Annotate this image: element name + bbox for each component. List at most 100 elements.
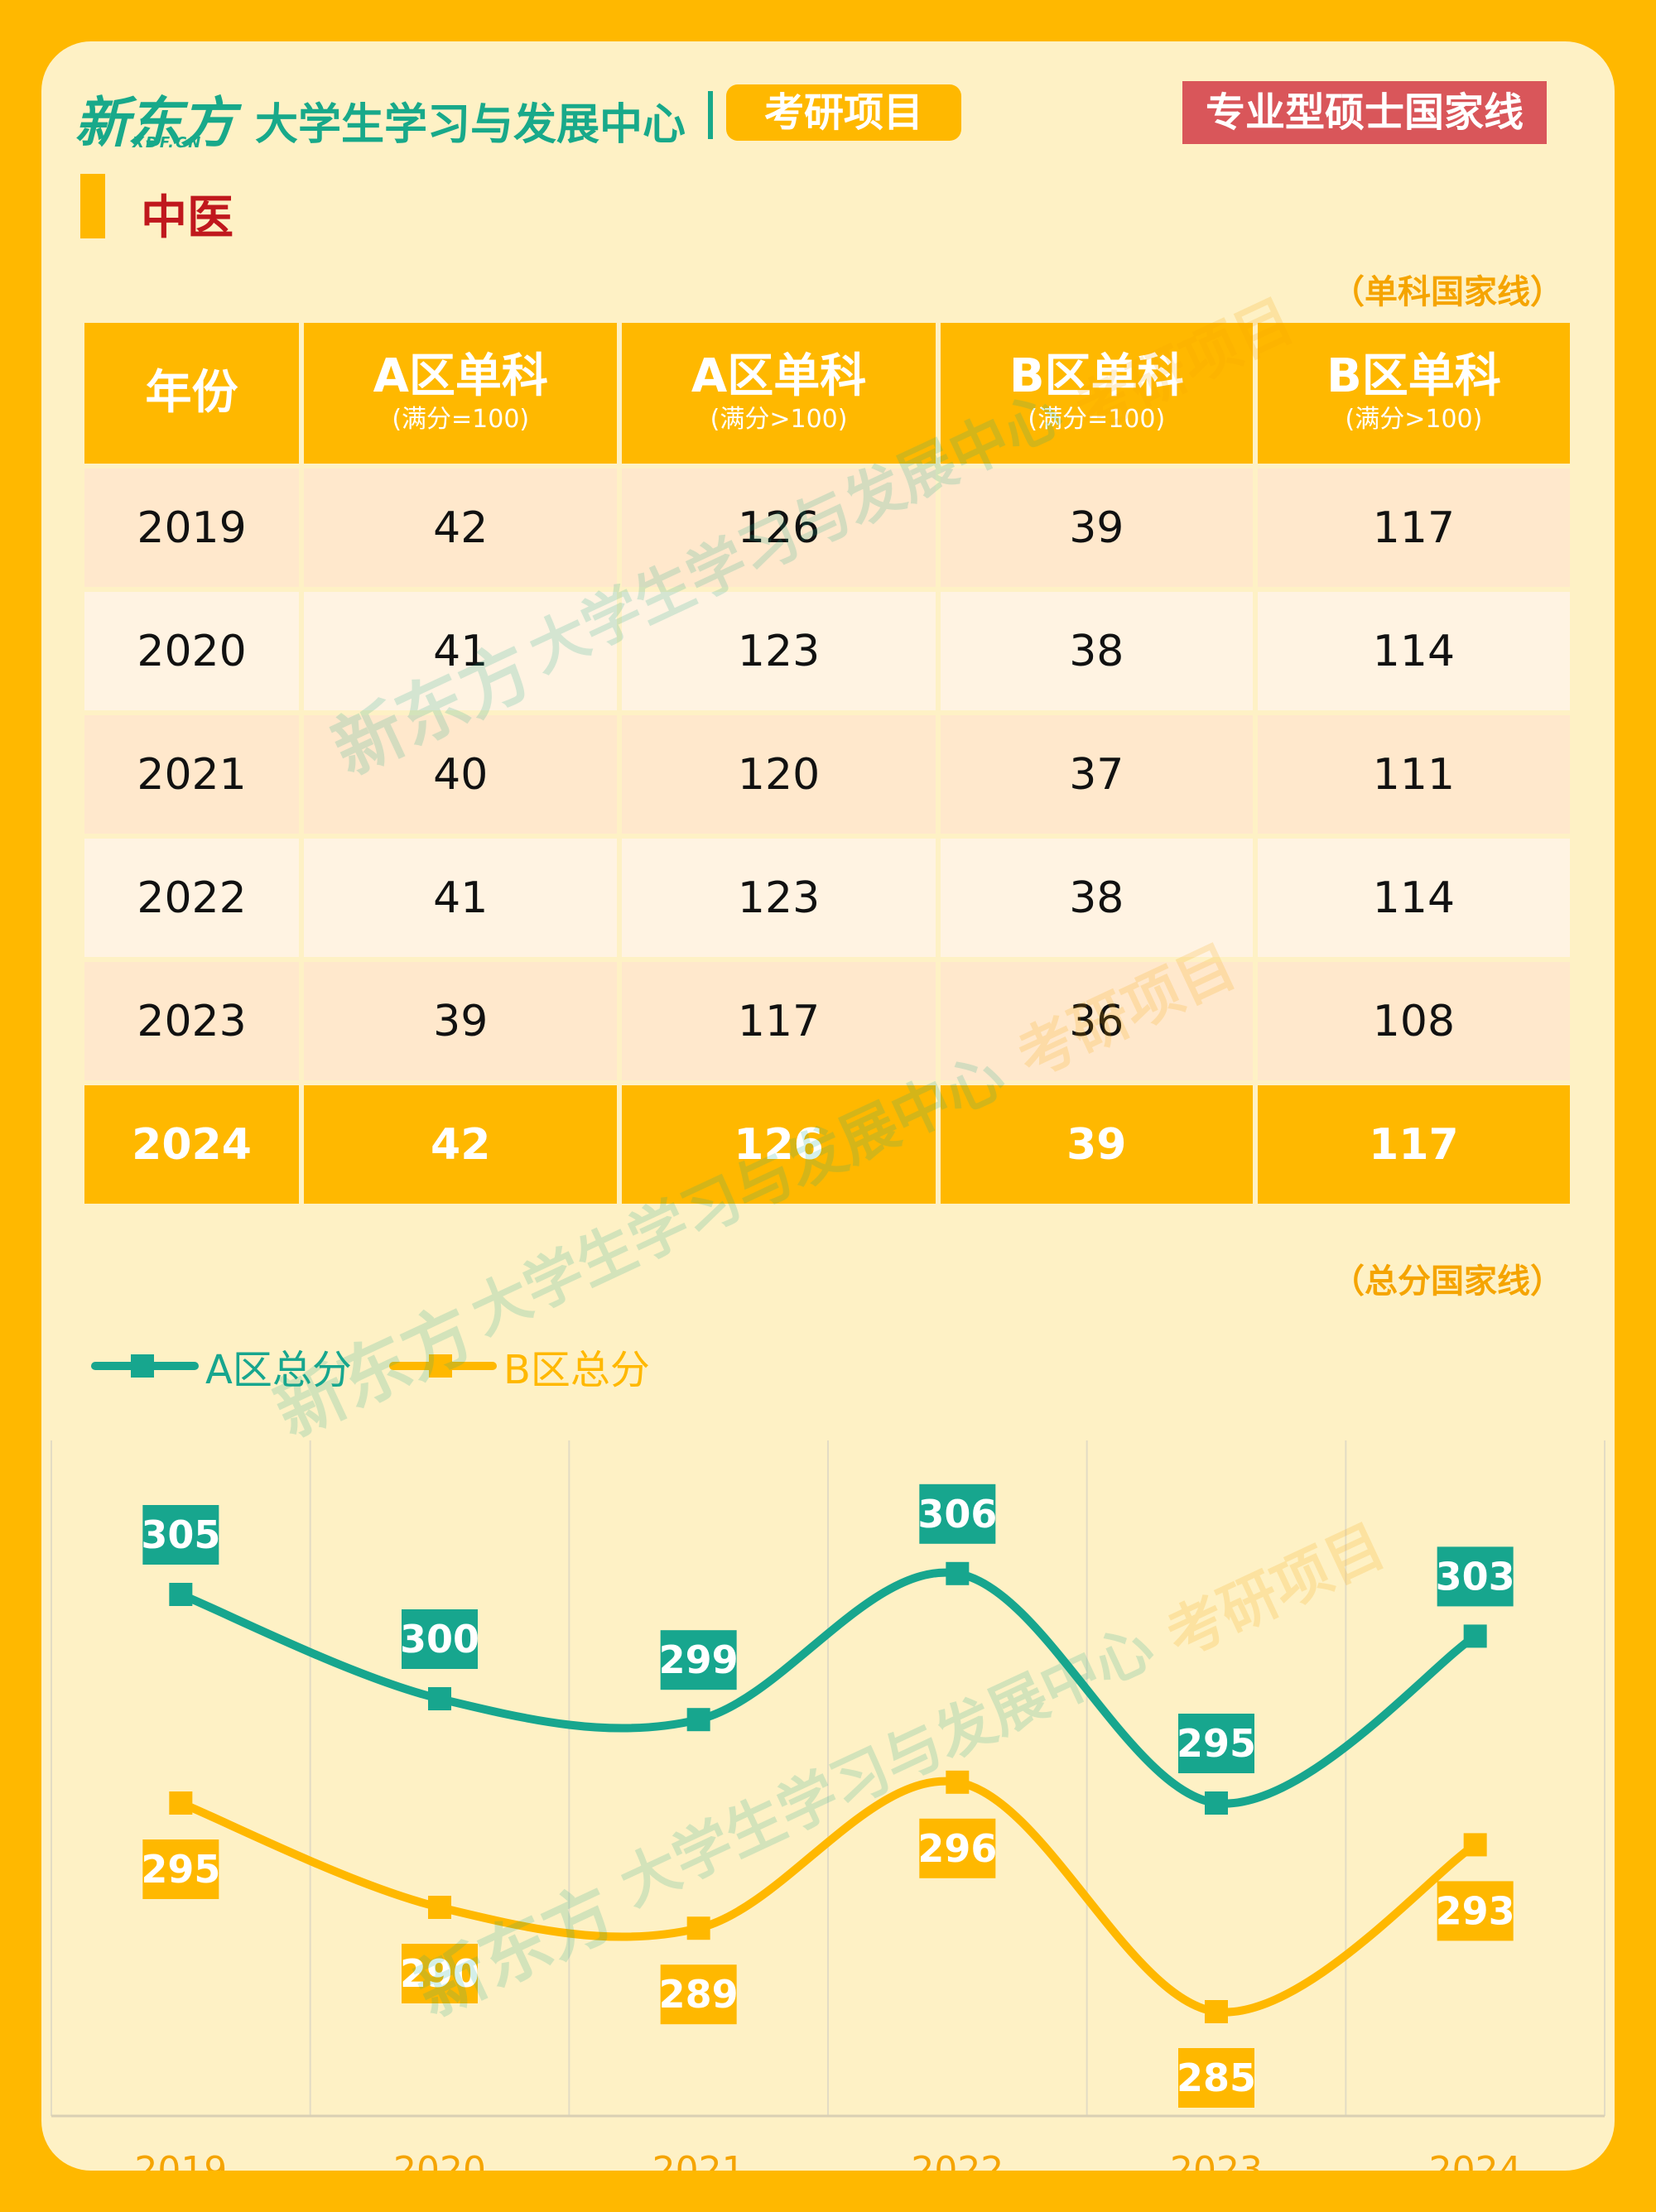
single-subject-note: （单科国家线） xyxy=(1331,273,1563,311)
data-label-box xyxy=(1437,1881,1514,1941)
xdf-logo: 新东方 xyxy=(75,91,235,155)
x-tick-label: 2022 xyxy=(911,2149,1004,2171)
data-point xyxy=(946,1770,970,1794)
cell: 2020 xyxy=(84,592,300,710)
x-tick-label: 2021 xyxy=(652,2149,745,2171)
cell: 38 xyxy=(940,592,1253,710)
data-label-box xyxy=(402,1609,478,1669)
cell: 117 xyxy=(1257,469,1570,587)
cell: 38 xyxy=(940,839,1253,957)
data-point xyxy=(1463,1624,1487,1648)
cell: 126 xyxy=(622,1085,936,1204)
data-label-box xyxy=(919,1483,996,1544)
cell: 40 xyxy=(304,715,618,834)
header-a-over100: A区单科 (满分>100) xyxy=(622,323,936,464)
data-label: 306 xyxy=(917,1492,997,1536)
data-label: 290 xyxy=(400,1951,479,1996)
data-label-box xyxy=(660,1630,737,1690)
cell: 39 xyxy=(940,1085,1253,1204)
cell: 120 xyxy=(622,715,936,834)
data-label: 293 xyxy=(1436,1888,1515,1933)
title-accent-bar xyxy=(80,174,105,238)
data-point xyxy=(428,1687,451,1710)
table-row: 2023 39 117 36 108 xyxy=(84,962,1570,1080)
data-label-box xyxy=(660,1964,737,2025)
line-chart: 2019 2020 2021 2022 2023 2024 305 300 299 306 295 3… xyxy=(51,1440,1605,2171)
legend-b-marker xyxy=(429,1354,452,1378)
header-a-100: A区单科 (满分=100) xyxy=(304,323,618,464)
table-header-row: 年份 A区单科 (满分=100) A区单科 (满分>100) B区单科 (满分=100… xyxy=(84,323,1570,464)
cell: 2019 xyxy=(84,469,300,587)
table-row-latest: 2024 42 126 39 117 xyxy=(84,1085,1570,1204)
legend-a-label: A区总分 xyxy=(205,1347,352,1393)
data-label-box xyxy=(1178,1714,1254,1773)
cell: 36 xyxy=(940,962,1253,1080)
x-tick-label: 2019 xyxy=(134,2149,227,2171)
legend-b: B区总分 xyxy=(389,1337,650,1395)
project-tag: 考研项目 xyxy=(726,84,961,141)
series-line-a xyxy=(176,1568,1480,1808)
cell: 117 xyxy=(1257,1085,1570,1204)
data-label: 299 xyxy=(659,1637,739,1682)
data-label: 289 xyxy=(659,1972,739,2017)
data-label-box xyxy=(142,1505,219,1565)
table-row: 2019 42 126 39 117 xyxy=(84,469,1570,587)
center-name: 大学生学习与发展中心 xyxy=(255,100,686,150)
cell: 117 xyxy=(622,962,936,1080)
legend-b-label: B区总分 xyxy=(503,1347,650,1393)
card: 新东方 XDF.CN 大学生学习与发展中心 考研项目 专业型硕士国家线 中医 （… xyxy=(41,41,1615,2171)
data-point xyxy=(946,1561,970,1585)
cell: 111 xyxy=(1257,715,1570,834)
cell: 126 xyxy=(622,469,936,587)
cell: 42 xyxy=(304,1085,618,1204)
table-row: 2020 41 123 38 114 xyxy=(84,592,1570,710)
data-point xyxy=(1205,2000,1228,2023)
legend-a-line xyxy=(91,1354,199,1378)
data-label: 305 xyxy=(141,1512,220,1557)
table-row: 2022 41 123 38 114 xyxy=(84,839,1570,957)
cell: 114 xyxy=(1257,592,1570,710)
legend-b-line xyxy=(389,1354,497,1378)
header-b-over100: B区单科 (满分>100) xyxy=(1257,323,1570,464)
data-point xyxy=(686,1708,710,1732)
cell: 108 xyxy=(1257,962,1570,1080)
x-tick-label: 2024 xyxy=(1429,2149,1522,2171)
data-point xyxy=(686,1916,710,1940)
cell: 2021 xyxy=(84,715,300,834)
data-label-box xyxy=(919,1818,996,1878)
series-line-b xyxy=(176,1777,1480,2017)
data-point xyxy=(428,1896,451,1919)
data-label-box xyxy=(142,1839,219,1899)
category-tag: 专业型硕士国家线 xyxy=(1182,81,1547,144)
brand-divider xyxy=(708,91,713,139)
cell: 114 xyxy=(1257,839,1570,957)
cell: 37 xyxy=(940,715,1253,834)
legend-a: A区总分 xyxy=(91,1337,352,1395)
cell: 2022 xyxy=(84,839,300,957)
page-title: 中医 xyxy=(141,191,233,245)
data-label-box xyxy=(402,1944,478,2003)
data-label: 295 xyxy=(141,1847,220,1892)
data-label: 296 xyxy=(917,1826,997,1871)
data-point xyxy=(1205,1791,1228,1815)
data-label: 295 xyxy=(1177,1721,1256,1766)
cell: 123 xyxy=(622,839,936,957)
data-label-box xyxy=(1437,1546,1514,1607)
data-point xyxy=(1463,1833,1487,1857)
legend-a-marker xyxy=(131,1354,154,1378)
cell: 123 xyxy=(622,592,936,710)
header-year: 年份 xyxy=(84,323,300,464)
data-label: 300 xyxy=(400,1617,479,1661)
cell: 41 xyxy=(304,592,618,710)
x-tick-label: 2020 xyxy=(393,2149,486,2171)
cell: 42 xyxy=(304,469,618,587)
xdf-logo-domain: XDF.CN xyxy=(132,134,203,151)
data-label: 303 xyxy=(1436,1554,1515,1599)
cell: 39 xyxy=(940,469,1253,587)
score-table: 年份 A区单科 (满分=100) A区单科 (满分>100) B区单科 (满分=100… xyxy=(79,318,1575,1209)
header-b-100: B区单科 (满分=100) xyxy=(940,323,1253,464)
cell: 2023 xyxy=(84,962,300,1080)
data-label-box xyxy=(1178,2048,1254,2108)
table-row: 2021 40 120 37 111 xyxy=(84,715,1570,834)
cell: 39 xyxy=(304,962,618,1080)
